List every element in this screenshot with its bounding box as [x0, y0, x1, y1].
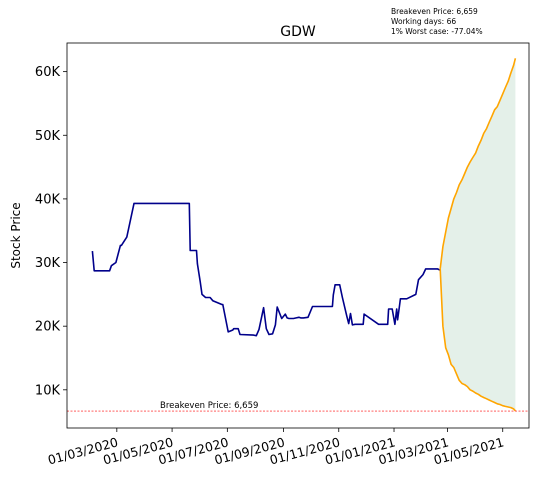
y-tick-label: 40K	[35, 192, 61, 207]
chart-title: GDW	[280, 24, 316, 40]
y-tick-label: 60K	[35, 65, 61, 80]
y-axis-label: Stock Price	[9, 202, 23, 268]
y-tick-label: 10K	[35, 383, 61, 398]
history-line	[91, 202, 441, 337]
forecast-band-layer	[440, 58, 516, 411]
info-breakeven-line: Breakeven Price: 6,659	[391, 7, 478, 16]
forecast-lower-line	[439, 268, 516, 412]
forecast-upper-line	[439, 58, 517, 269]
forecast-band	[440, 58, 516, 411]
info-working-days-line: Working days: 66	[391, 17, 456, 26]
breakeven-layer: Breakeven Price: 6,659	[67, 401, 529, 412]
plot-frame	[66, 42, 530, 429]
y-tick-label: 50K	[35, 129, 61, 144]
y-tick-label: 20K	[35, 320, 61, 335]
breakeven-label: Breakeven Price: 6,659	[160, 401, 258, 411]
series-layer	[91, 58, 517, 412]
info-worst-case-line: 1% Worst case: -77.04%	[391, 27, 483, 36]
y-tick-label: 30K	[35, 256, 61, 271]
y-axis-ticks: 10K 20K 30K 40K 50K 60K	[35, 65, 67, 398]
